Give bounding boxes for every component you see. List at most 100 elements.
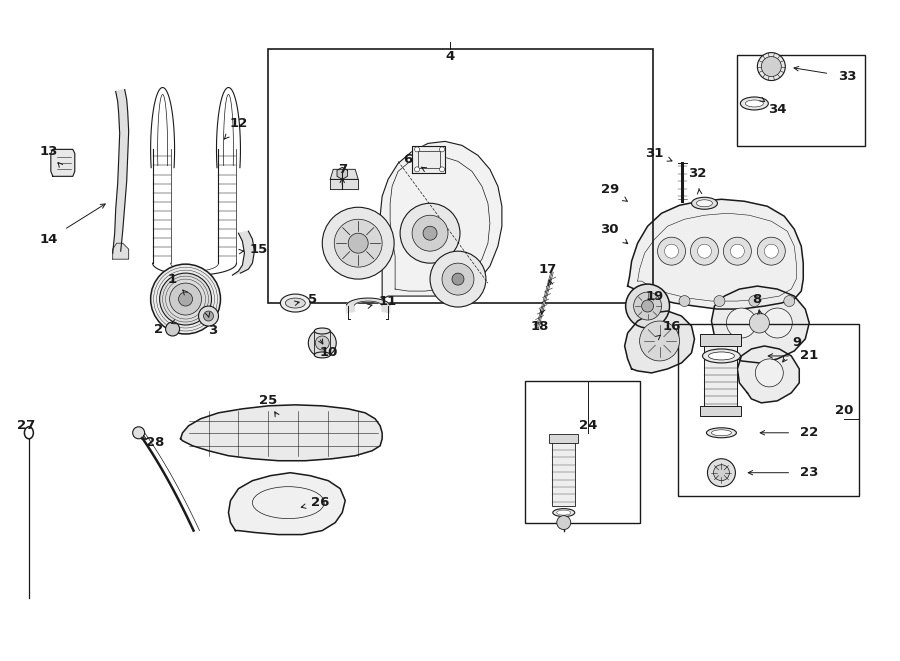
Circle shape [762,308,792,338]
Circle shape [714,465,729,481]
Bar [268,49,652,303]
Text: 8: 8 [752,293,762,305]
Circle shape [415,167,419,172]
Circle shape [150,264,220,334]
Polygon shape [380,141,502,299]
Circle shape [758,237,786,265]
Polygon shape [390,157,490,291]
Circle shape [707,459,735,486]
Circle shape [749,295,760,307]
Text: 2: 2 [154,323,163,336]
Circle shape [714,295,724,307]
Circle shape [698,244,711,258]
Circle shape [423,226,437,240]
Circle shape [309,329,337,357]
Circle shape [415,147,419,152]
Text: 7: 7 [338,163,346,176]
Polygon shape [330,179,358,189]
Bar [525,381,640,523]
Circle shape [664,244,679,258]
Circle shape [784,295,795,307]
Text: 27: 27 [17,419,35,432]
Text: 12: 12 [230,117,248,130]
Circle shape [348,233,368,253]
Polygon shape [337,167,347,179]
Ellipse shape [706,428,736,438]
Circle shape [761,57,781,77]
Circle shape [658,237,686,265]
Text: 22: 22 [800,426,818,440]
Circle shape [690,237,718,265]
Circle shape [169,283,202,315]
Text: 25: 25 [259,395,277,407]
Polygon shape [50,149,75,176]
Circle shape [132,427,145,439]
Circle shape [758,53,786,81]
Polygon shape [330,169,358,179]
Circle shape [439,167,445,172]
Circle shape [452,273,464,285]
Circle shape [764,244,778,258]
Polygon shape [181,405,382,461]
Circle shape [642,300,653,312]
Circle shape [731,244,744,258]
Ellipse shape [314,328,330,334]
Circle shape [679,295,690,307]
Text: 16: 16 [662,319,680,332]
Circle shape [159,273,211,325]
Ellipse shape [691,197,717,210]
Text: 1: 1 [168,272,177,286]
Bar [678,324,860,496]
Polygon shape [412,146,445,173]
Text: 29: 29 [600,183,619,196]
Circle shape [430,251,486,307]
Text: 24: 24 [579,419,597,432]
Ellipse shape [553,508,575,517]
Text: 9: 9 [793,336,802,350]
Text: 6: 6 [403,153,413,166]
Text: 11: 11 [379,295,397,307]
Text: 17: 17 [539,262,557,276]
Text: 32: 32 [688,167,706,180]
Text: 10: 10 [320,346,338,360]
Circle shape [400,204,460,263]
Text: 3: 3 [208,325,217,338]
Circle shape [644,295,655,307]
Text: 34: 34 [768,103,787,116]
Circle shape [166,322,180,336]
Bar [549,434,578,443]
Circle shape [199,306,219,326]
Polygon shape [112,89,129,253]
Bar [700,406,742,416]
Ellipse shape [314,352,330,358]
Polygon shape [232,231,255,275]
Polygon shape [737,346,799,403]
Text: 21: 21 [800,350,818,362]
Text: 20: 20 [835,405,853,417]
Text: 5: 5 [308,293,317,305]
Text: 33: 33 [838,70,857,83]
Ellipse shape [745,100,763,107]
Circle shape [203,311,213,321]
Polygon shape [346,298,390,313]
Ellipse shape [703,349,741,363]
Text: 31: 31 [645,147,664,160]
Circle shape [322,208,394,279]
Text: 4: 4 [446,50,454,63]
Ellipse shape [281,294,310,312]
Polygon shape [229,473,346,535]
Ellipse shape [557,510,571,515]
Text: 23: 23 [800,466,818,479]
Text: 13: 13 [40,145,58,158]
Circle shape [442,263,474,295]
Text: 19: 19 [645,290,663,303]
Circle shape [626,284,670,328]
Polygon shape [711,286,809,363]
Text: 15: 15 [249,243,267,256]
Text: 30: 30 [600,223,619,236]
Text: 26: 26 [311,496,329,509]
Text: 18: 18 [531,319,549,332]
Ellipse shape [708,352,734,360]
Circle shape [315,336,329,350]
Text: 14: 14 [40,233,58,246]
